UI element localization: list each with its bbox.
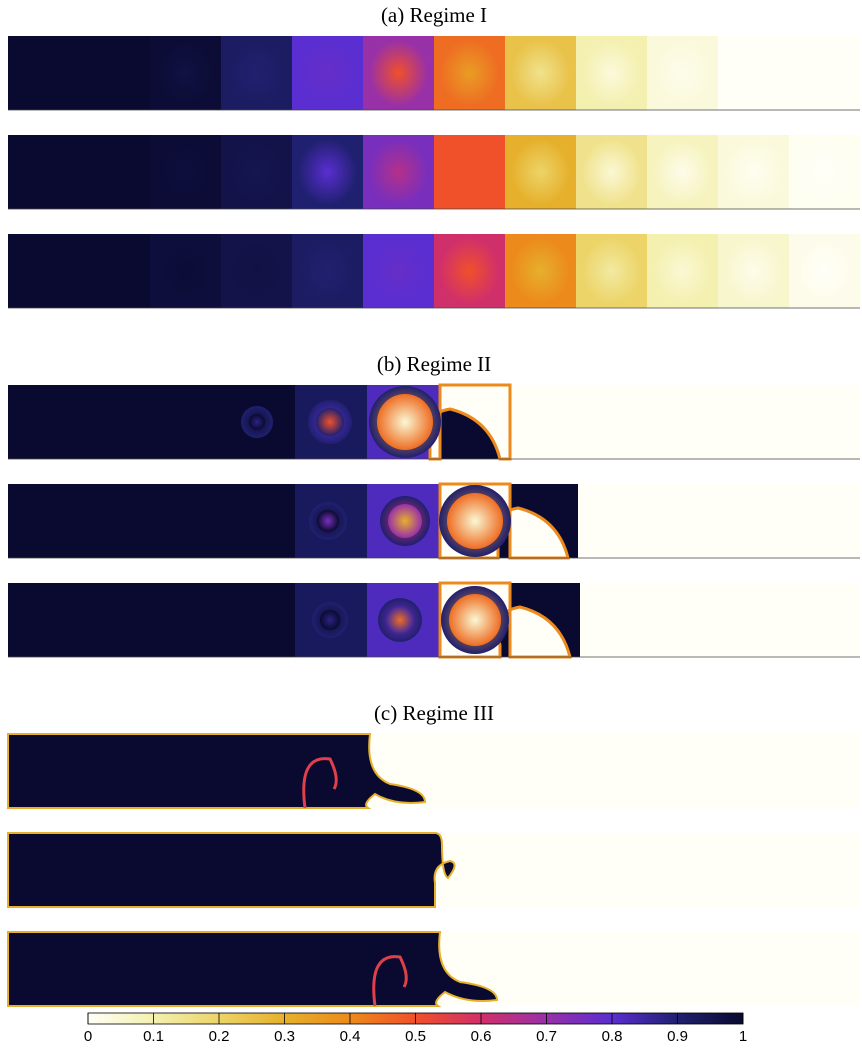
field-vortex	[440, 238, 499, 304]
colorbar-tick-label: 0.2	[209, 1028, 230, 1045]
field-blob	[386, 606, 414, 634]
colorbar-tick-label: 0.5	[405, 1028, 426, 1045]
field-vortex	[14, 40, 73, 106]
field-vortex	[582, 40, 641, 106]
field-vortex	[440, 40, 499, 106]
field-vortex	[582, 238, 641, 304]
field-vortex	[511, 40, 570, 106]
field-vortex	[582, 139, 641, 205]
field-blob	[388, 504, 422, 538]
colorbar-tick-label: 0.4	[340, 1028, 361, 1045]
field-vortex	[298, 238, 357, 304]
field-vortex	[298, 40, 357, 106]
field-vortex	[795, 139, 854, 205]
field-vortex	[724, 238, 783, 304]
field-vortex	[724, 139, 783, 205]
field-vortex	[156, 40, 215, 106]
field-vortex	[85, 40, 144, 106]
field-dark	[7, 832, 456, 908]
field-vortex	[511, 238, 570, 304]
field-blob	[316, 408, 344, 436]
colorbar-tick-label: 0.3	[274, 1028, 295, 1045]
field-vortex	[653, 40, 712, 106]
colorbar-tick-label: 0.8	[602, 1028, 623, 1045]
field-vortex	[653, 238, 712, 304]
field-vortex	[653, 139, 712, 205]
field-blob	[320, 610, 340, 630]
field-vortex	[298, 139, 357, 205]
colorbar-tick-label: 0.9	[667, 1028, 688, 1045]
colorbar-tick-label: 0.7	[536, 1028, 557, 1045]
field-vortex	[227, 40, 286, 106]
colorbar-tick-label: 1	[739, 1028, 747, 1045]
field-dark	[7, 733, 427, 809]
field-blob	[377, 394, 433, 450]
field-vortex	[369, 238, 428, 304]
field-blob	[447, 493, 503, 549]
field-blob	[449, 594, 501, 646]
colorbar-tick-label: 0.1	[143, 1028, 164, 1045]
field-vortex	[156, 238, 215, 304]
field-vortex	[724, 40, 783, 106]
field-light	[578, 484, 860, 558]
field-vortex	[795, 238, 854, 304]
panel-title: (b) Regime II	[377, 352, 491, 376]
colorbar-tick-label: 0	[84, 1028, 92, 1045]
field-vortex	[85, 238, 144, 304]
field-blob	[317, 510, 339, 532]
field-filament	[302, 757, 338, 809]
field-vortex	[85, 139, 144, 205]
field-vortex	[14, 238, 73, 304]
field-filament	[372, 955, 408, 1007]
panel-title: (a) Regime I	[381, 3, 487, 27]
colorbar-tick-label: 0.6	[471, 1028, 492, 1045]
field-light	[580, 583, 860, 657]
field-vortex	[227, 139, 286, 205]
field-vortex	[369, 139, 428, 205]
panel-title: (c) Regime III	[374, 701, 494, 725]
field-vortex	[440, 139, 499, 205]
field-dark	[7, 931, 499, 1007]
field-light	[510, 385, 860, 459]
field-vortex	[156, 139, 215, 205]
field-vortex	[795, 40, 854, 106]
field-vortex	[369, 40, 428, 106]
field-vortex	[14, 139, 73, 205]
field-vortex	[227, 238, 286, 304]
field-vortex	[511, 139, 570, 205]
field-blob	[249, 414, 265, 430]
